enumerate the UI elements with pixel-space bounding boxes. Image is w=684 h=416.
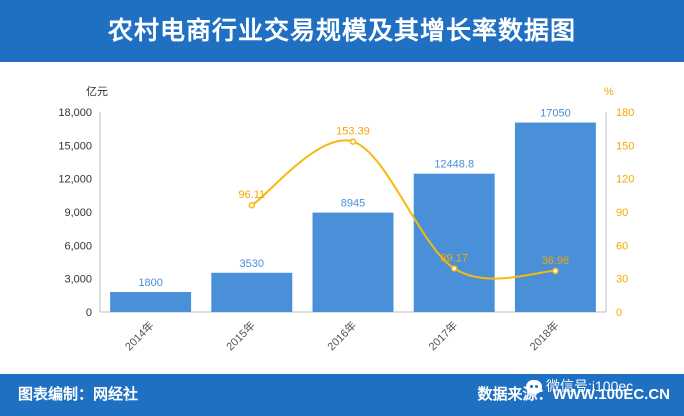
bar-value-label: 3530 — [240, 258, 264, 270]
y-left-unit: 亿元 — [86, 85, 108, 98]
bar — [110, 292, 192, 312]
y-right-tick-label: 150 — [616, 140, 634, 152]
y-right-tick-label: 120 — [616, 174, 634, 186]
wechat-icon — [526, 380, 542, 395]
growth-rate-label: 96.11 — [238, 189, 265, 201]
bar — [211, 272, 293, 312]
wechat-badge: 微信号:i100ec — [526, 376, 633, 396]
y-right-unit: % — [604, 86, 614, 98]
x-tick-label: 2015年 — [223, 318, 258, 353]
growth-rate-line — [251, 139, 556, 280]
growth-rate-point — [450, 265, 458, 272]
y-right-tick-label: 30 — [616, 274, 628, 286]
footer-source-right: 数据来源：WWW.100EC.CN — [477, 386, 670, 403]
bar-value-label: 12448.8 — [434, 159, 474, 171]
y-left-tick-label: 18,000 — [58, 107, 92, 119]
y-right-tick-label: 90 — [616, 207, 628, 219]
y-right-tick-label: 60 — [616, 240, 628, 252]
bar-value-label: 17050 — [540, 108, 571, 120]
bar — [413, 173, 495, 312]
footer-bar: 图表编制：网经社 数据来源：WWW.100EC.CN — [0, 374, 684, 416]
x-tick-label: 2018年 — [527, 318, 562, 353]
footer-source-left: 图表编制：网经社 — [18, 386, 139, 403]
y-left-tick-label: 9,000 — [64, 207, 92, 219]
y-right-tick-label: 0 — [616, 307, 622, 319]
page-title: 农村电商行业交易规模及其增长率数据图 — [107, 17, 576, 45]
growth-rate-point — [552, 267, 559, 275]
x-tick-label: 2017年 — [425, 318, 460, 353]
chart-area: 亿元 % 0 3,000 6,000 9,000 12,000 15,000 18,000 0… — [0, 62, 684, 374]
wechat-label: 微信号:i100ec — [546, 378, 634, 394]
x-tick-label: 2014年 — [122, 318, 157, 353]
y-left-tick-label: 15,000 — [58, 140, 92, 152]
bar-value-label: 8945 — [341, 198, 365, 210]
header-bar: 农村电商行业交易规模及其增长率数据图 — [0, 0, 684, 62]
y-left-tick-label: 0 — [86, 307, 92, 319]
growth-rate-label: 153.39 — [336, 126, 370, 138]
bar-value-label: 1800 — [138, 277, 162, 289]
growth-rate-point — [349, 138, 357, 145]
y-left-tick-label: 3,000 — [64, 274, 92, 286]
y-right-tick-label: 180 — [616, 107, 634, 119]
growth-rate-point — [248, 201, 256, 209]
bar — [514, 122, 596, 312]
y-left-tick-label: 12,000 — [58, 174, 92, 186]
x-tick-label: 2016年 — [324, 318, 359, 353]
y-left-tick-label: 6,000 — [64, 240, 92, 252]
bar — [312, 212, 394, 312]
growth-rate-label: 39.17 — [440, 252, 468, 264]
growth-rate-label: 36.96 — [542, 255, 570, 267]
chart-svg: 亿元 % 0 3,000 6,000 9,000 12,000 15,000 18,000 0… — [58, 85, 634, 353]
